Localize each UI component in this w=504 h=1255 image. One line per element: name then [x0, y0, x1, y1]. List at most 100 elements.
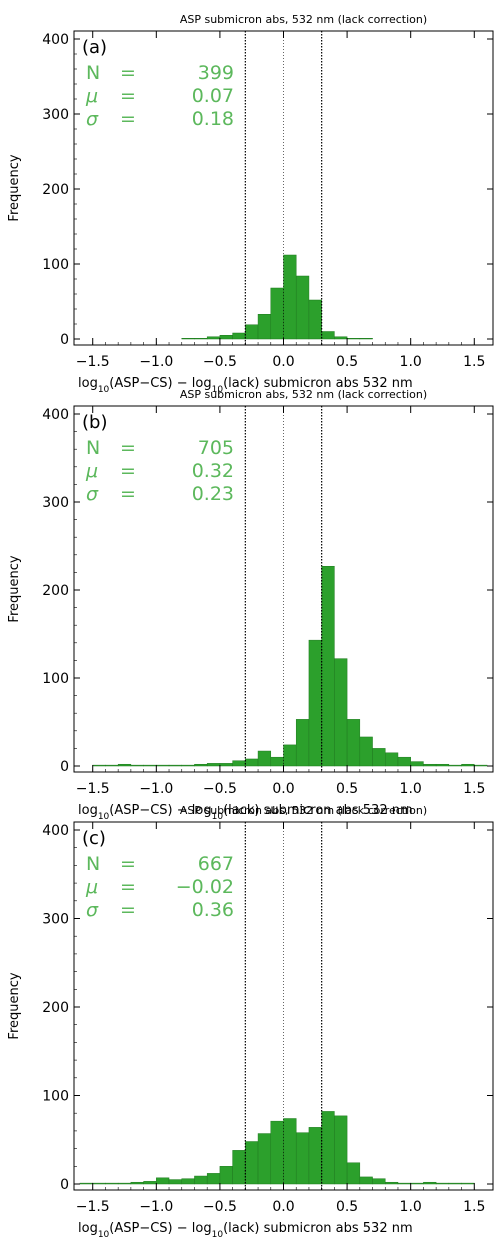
y-tick-label: 200 [42, 1000, 69, 1016]
histogram-bar [194, 764, 207, 766]
histogram-bar [182, 1179, 195, 1184]
histogram-bar [131, 765, 144, 766]
y-tick-label: 0 [60, 759, 69, 775]
histogram-bar [462, 1183, 475, 1184]
histogram-bar [296, 1133, 309, 1184]
histogram-bar [169, 765, 182, 766]
x-tick-label: −1.0 [139, 781, 173, 797]
histogram-bar [233, 333, 246, 339]
x-label-part: log [78, 803, 98, 818]
histogram-bar [194, 1176, 207, 1184]
x-tick-label: −1.0 [139, 354, 173, 370]
histogram-bar [207, 337, 220, 339]
x-label-subscript: 10 [98, 385, 110, 395]
stat-label: μ [85, 85, 98, 107]
histogram-bar [105, 1183, 118, 1184]
histogram-bar [334, 659, 347, 766]
x-axis-label: log10(ASP−CS) − log10(lack) submicron ab… [78, 1221, 413, 1240]
chart-title: ASP submicron abs, 532 nm (lack correcti… [180, 388, 427, 401]
x-tick-label: 0.5 [336, 354, 358, 370]
histogram-bar [474, 765, 487, 766]
histogram-bar [258, 751, 271, 766]
histogram-bar [322, 566, 335, 766]
histogram-bar [360, 737, 373, 766]
histogram-bars [80, 1111, 474, 1184]
histogram-bar [296, 719, 309, 766]
stat-value: 0.23 [192, 483, 234, 505]
y-tick-label: 100 [42, 257, 69, 273]
x-tick-label: 1.0 [400, 781, 422, 797]
stat-equals: = [120, 437, 136, 459]
histogram-bars [182, 255, 373, 339]
histogram-bar [284, 255, 297, 339]
stat-label: μ [85, 460, 98, 482]
stat-equals: = [120, 62, 136, 84]
x-tick-label: −1.5 [76, 1199, 110, 1215]
histogram-bar [93, 765, 106, 766]
stat-label: μ [85, 876, 98, 898]
x-tick-label: 0.0 [272, 1199, 294, 1215]
x-label-subscript: 10 [212, 1230, 224, 1240]
panel-label: (b) [82, 412, 107, 433]
histogram-bar [271, 757, 284, 766]
histogram-bar [245, 325, 258, 339]
histogram-bar [131, 1182, 144, 1184]
histogram-bar [169, 1180, 182, 1184]
stat-value: 0.32 [192, 460, 234, 482]
histogram-bar [194, 338, 207, 339]
histogram-bar [309, 1127, 322, 1184]
x-tick-label: 1.5 [463, 354, 485, 370]
y-tick-label: 400 [42, 823, 69, 839]
histogram-bar [207, 1173, 220, 1184]
chart-title: ASP submicron abs, 532 nm (lack correcti… [180, 13, 427, 26]
histogram-bar [284, 1119, 297, 1184]
histogram-bar [258, 1134, 271, 1184]
histogram-bars [93, 566, 487, 766]
histogram-bar [182, 765, 195, 766]
stat-label: N [86, 853, 100, 875]
histogram-bar [334, 337, 347, 339]
histogram-bar [233, 761, 246, 766]
histogram-bar [360, 1177, 373, 1184]
histogram-bar [105, 765, 118, 766]
histogram-bar [436, 764, 449, 766]
y-tick-label: 200 [42, 182, 69, 198]
y-tick-label: 400 [42, 407, 69, 423]
histogram-bar [398, 757, 411, 766]
x-tick-label: −0.5 [203, 1199, 237, 1215]
histogram-bar [309, 640, 322, 766]
y-tick-label: 100 [42, 1089, 69, 1105]
x-tick-label: −1.5 [76, 781, 110, 797]
y-tick-label: 200 [42, 583, 69, 599]
histogram-bar [373, 1179, 386, 1184]
y-tick-label: 100 [42, 671, 69, 687]
y-tick-label: 0 [60, 332, 69, 348]
histogram-bar [144, 765, 157, 766]
histogram-bar [385, 753, 398, 766]
stat-value: 399 [198, 62, 234, 84]
histogram-bar [373, 748, 386, 766]
stat-equals: = [120, 460, 136, 482]
histogram-bar [347, 719, 360, 766]
histogram-bar [93, 1183, 106, 1184]
stat-label: N [86, 437, 100, 459]
histogram-bar [207, 763, 220, 766]
stat-value: 705 [198, 437, 234, 459]
x-tick-label: 1.5 [463, 1199, 485, 1215]
stat-label: N [86, 62, 100, 84]
histogram-bar [385, 1182, 398, 1184]
histogram-bar [271, 1121, 284, 1184]
histogram-bar [347, 338, 360, 339]
y-tick-label: 300 [42, 495, 69, 511]
stat-value: 0.36 [192, 899, 234, 921]
panel-label: (a) [82, 37, 107, 58]
histogram-bar [423, 1182, 436, 1184]
x-label-part: log [78, 1221, 98, 1236]
stat-equals: = [120, 899, 136, 921]
histogram-bar [334, 1116, 347, 1184]
histogram-bar [411, 762, 424, 766]
histogram-bar [449, 1183, 462, 1184]
histogram-bar [182, 338, 195, 339]
histogram-bar [423, 764, 436, 766]
x-tick-label: 1.5 [463, 781, 485, 797]
